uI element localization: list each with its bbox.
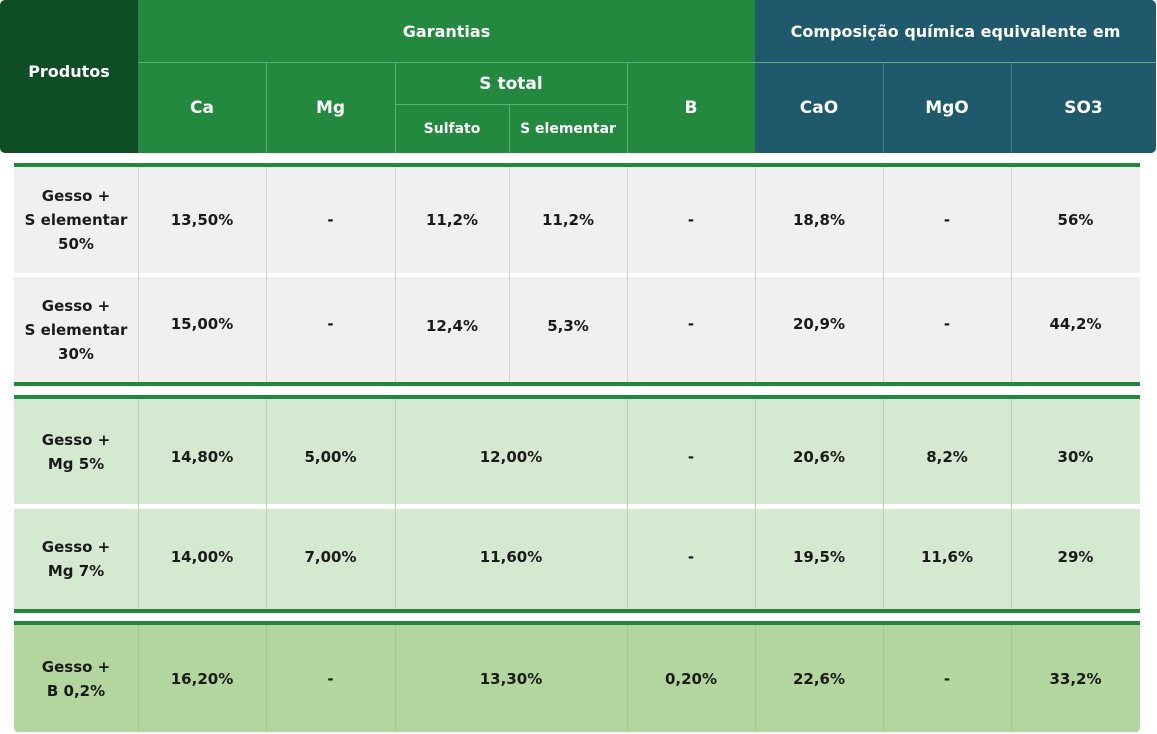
- header-so3-label: SO3: [1064, 98, 1103, 118]
- product-name: Gesso + Mg 5%: [14, 399, 138, 504]
- cell-so3: 29%: [1057, 547, 1094, 566]
- product-name-line: Gesso +: [41, 296, 111, 315]
- cell-s-total: 12,00%: [479, 447, 543, 466]
- cell-mg: 5,00%: [304, 447, 357, 466]
- header-ca-label: Ca: [190, 98, 214, 118]
- cell-mgo: -: [943, 315, 951, 333]
- group-separator: [14, 163, 1140, 167]
- cell-b: -: [687, 547, 695, 566]
- cell-sulfato: 12,4%: [425, 317, 479, 335]
- header-b: B: [627, 63, 755, 153]
- header-mgo-label: MgO: [925, 98, 969, 118]
- header-s-elementar: S elementar: [509, 105, 627, 153]
- cell-mg: -: [327, 211, 334, 229]
- product-name-line: S elementar: [24, 211, 128, 229]
- table-group-b: [14, 625, 1140, 732]
- header-produtos-label: Produtos: [28, 62, 110, 81]
- product-name-line: B 0,2%: [46, 681, 106, 700]
- group-separator: [14, 621, 1140, 625]
- cell-so3: 30%: [1057, 447, 1094, 466]
- cell-mgo: -: [943, 669, 951, 688]
- cell-ca: 15,00%: [170, 315, 234, 333]
- header-sulfato-label: Sulfato: [423, 121, 481, 137]
- header-so3: SO3: [1011, 63, 1156, 153]
- header-mg-label: Mg: [315, 98, 346, 118]
- header-produtos: Produtos: [0, 0, 138, 153]
- cell-mg: -: [327, 315, 334, 333]
- header-b-label: B: [684, 98, 698, 118]
- cell-b: -: [687, 315, 695, 333]
- header-mg: Mg: [266, 63, 395, 153]
- header-garantias-label: Garantias: [402, 22, 491, 41]
- cell-mg: -: [327, 669, 334, 688]
- product-name: Gesso + B 0,2%: [14, 625, 138, 732]
- cell-mgo: -: [943, 211, 951, 229]
- cell-b: -: [687, 447, 695, 466]
- group-separator: [14, 382, 1140, 386]
- cell-sulfato: 11,2%: [425, 211, 479, 229]
- cell-mg: 7,00%: [304, 547, 357, 566]
- header-composicao: Composição química equivalente em: [755, 0, 1156, 63]
- header-sulfato: Sulfato: [395, 105, 509, 153]
- product-name: Gesso + Mg 7%: [14, 509, 138, 609]
- cell-b: -: [687, 211, 695, 229]
- product-name-line: Mg 5%: [47, 454, 105, 473]
- cell-cao: 22,6%: [792, 669, 846, 688]
- product-name-line: Mg 7%: [47, 562, 105, 580]
- cell-ca: 14,80%: [170, 447, 234, 466]
- header-s-total: S total: [395, 63, 627, 105]
- product-name: Gesso + S elementar 50%: [14, 167, 138, 273]
- cell-ca: 16,20%: [170, 669, 234, 688]
- cell-so3: 44,2%: [1049, 315, 1102, 333]
- header-composicao-label: Composição química equivalente em: [790, 22, 1121, 41]
- cell-cao: 20,6%: [792, 447, 846, 466]
- product-name-line: Gesso +: [41, 538, 111, 556]
- product-name-line: 30%: [58, 344, 94, 363]
- product-name-line: S elementar: [24, 320, 128, 339]
- cell-ca: 14,00%: [170, 547, 234, 566]
- cell-s-elementar: 11,2%: [541, 211, 595, 229]
- product-name-line: Gesso +: [41, 657, 111, 676]
- cell-cao: 20,9%: [792, 315, 846, 333]
- product-name: Gesso + S elementar 30%: [14, 277, 138, 382]
- cell-b: 0,20%: [664, 669, 718, 688]
- cell-ca: 13,50%: [170, 211, 234, 229]
- cell-cao: 19,5%: [792, 547, 846, 566]
- header-garantias: Garantias: [138, 0, 755, 63]
- group-separator: [14, 395, 1140, 399]
- cell-mgo: 8,2%: [926, 447, 968, 466]
- cell-cao: 18,8%: [792, 211, 846, 229]
- product-name-line: Gesso +: [41, 430, 111, 449]
- header-ca: Ca: [138, 63, 266, 153]
- header-s-total-label: S total: [479, 74, 543, 94]
- cell-s-total: 13,30%: [479, 669, 543, 688]
- cell-so3: 56%: [1057, 211, 1094, 229]
- product-name-line: 50%: [58, 235, 94, 253]
- product-name-line: Gesso +: [41, 187, 111, 205]
- header-cao: CaO: [755, 63, 883, 153]
- header-s-elementar-label: S elementar: [520, 121, 616, 137]
- header-mgo: MgO: [883, 63, 1011, 153]
- group-separator: [14, 609, 1140, 613]
- cell-s-total: 11,60%: [479, 547, 543, 566]
- cell-mgo: 11,6%: [920, 547, 974, 566]
- cell-s-elementar: 5,3%: [547, 317, 589, 335]
- cell-so3: 33,2%: [1049, 669, 1102, 688]
- header-cao-label: CaO: [799, 98, 839, 118]
